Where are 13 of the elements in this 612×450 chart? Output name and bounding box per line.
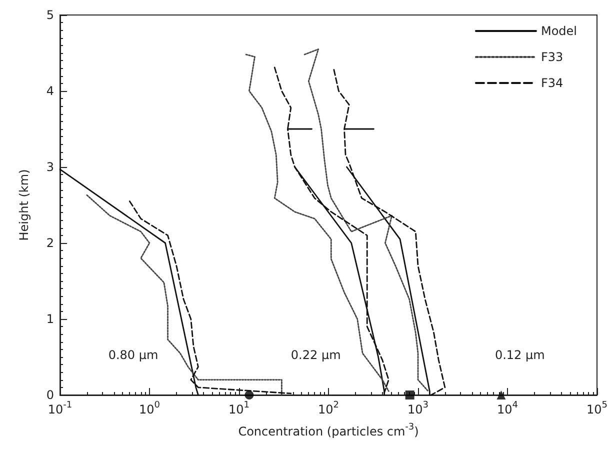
y-tick-label: 0 [46,388,54,402]
annotation: 0.22 µm [290,348,341,362]
annotation: 0.80 µm [108,348,158,362]
y-tick-label: 2 [46,236,54,250]
y-tick-label: 4 [46,84,54,98]
annotation: 0.12 µm [494,348,545,362]
y-tick-label: 5 [46,8,54,22]
legend-label: Model [540,24,577,38]
y-axis-title: Height (km) [17,169,31,241]
y-tick-label: 1 [46,312,54,326]
y-tick-label: 3 [46,160,54,174]
legend-label: F34 [540,76,564,90]
legend-label: F33 [540,50,564,64]
